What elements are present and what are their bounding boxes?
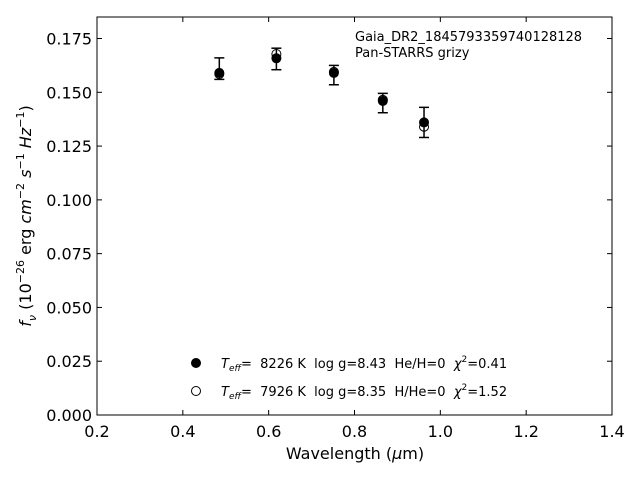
x-axis-label: Wavelength (μm): [286, 444, 424, 463]
x-tick-label: 1.4: [599, 422, 624, 441]
model-point-open: [271, 49, 282, 60]
x-axis: 0.2 0.4 0.6 0.8 1.0 1.2 1.4: [84, 17, 625, 441]
survey-annotation: Pan-STARRS grizy: [355, 46, 470, 61]
legend-open-marker: [191, 386, 201, 396]
legend: Teff= 8226 K log g=8.43 He/H=0 χ2=0.41 T…: [191, 355, 507, 402]
x-tick-label: 1.2: [513, 422, 538, 441]
model-point-open: [419, 121, 430, 132]
y-tick-label: 0.175: [46, 30, 92, 49]
x-tick-label: 0.4: [170, 422, 195, 441]
x-tick-label: 1.0: [428, 422, 453, 441]
model-point-open: [377, 94, 388, 105]
y-tick-label: 0.100: [46, 191, 92, 210]
y-tick-label: 0.125: [46, 137, 92, 156]
y-tick-label: 0.000: [46, 406, 92, 425]
y-tick-label: 0.150: [46, 83, 92, 102]
y-axis: 0.000 0.025 0.050 0.075 0.100 0.125 0.150 0.175: [46, 30, 612, 425]
x-tick-label: 0.6: [256, 422, 281, 441]
data-marks: [214, 47, 430, 139]
y-tick-label: 0.025: [46, 352, 92, 371]
object-name-annotation: Gaia_DR2_1845793359740128128: [355, 30, 582, 45]
plot-frame: [96, 16, 613, 416]
model-point-open: [214, 69, 225, 80]
y-axis-label: fν (10−26 erg cm−2 s−1 Hz−1): [14, 105, 39, 326]
x-tick-label: 0.8: [342, 422, 367, 441]
y-tick-label: 0.050: [46, 298, 92, 317]
legend-entry-2: Teff= 7926 K log g=8.35 H/He=0 χ2=1.52: [221, 383, 507, 402]
y-tick-label: 0.075: [46, 245, 92, 264]
legend-filled-marker: [191, 358, 201, 368]
x-tick-label: 0.2: [84, 422, 109, 441]
model-point-open: [328, 66, 339, 77]
legend-entry-1: Teff= 8226 K log g=8.43 He/H=0 χ2=0.41: [221, 355, 507, 374]
